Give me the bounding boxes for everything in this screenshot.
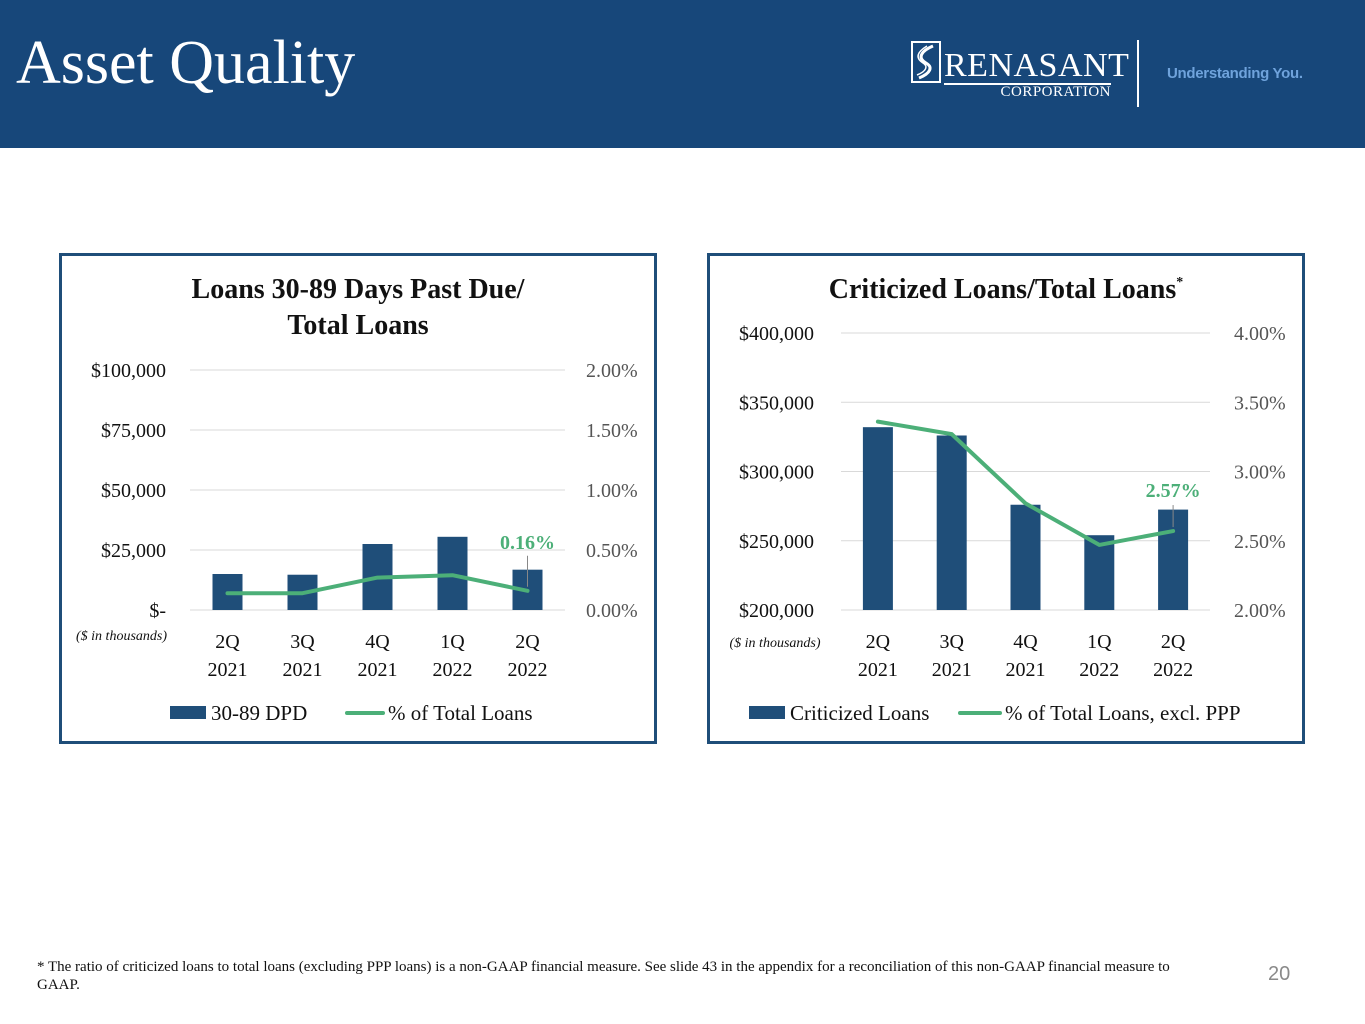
chart-title: Total Loans	[287, 310, 428, 341]
x-tick-label: 3Q	[939, 631, 964, 653]
chart-criticized-loans: Criticized Loans/Total Loans* $200,000 $25…	[730, 274, 1286, 725]
series-line	[875, 419, 1176, 547]
unit-note: ($ in thousands)	[730, 636, 821, 651]
y-left-tick-label: $75,000	[101, 420, 166, 442]
x-tick-label: 3Q	[290, 631, 315, 653]
page-number: 20	[1268, 963, 1291, 985]
title-footnote-marker: *	[1176, 275, 1183, 290]
legend-label: % of Total Loans, excl. PPP	[1005, 701, 1241, 725]
x-tick-label: 2022	[1079, 659, 1119, 681]
y-left-tick-label: $25,000	[101, 540, 166, 562]
renasant-logo-icon	[911, 41, 941, 83]
x-tick-label: 2Q	[215, 631, 240, 653]
y-right-tick-label: 1.50%	[586, 420, 638, 442]
logo-tagline: Understanding You.	[1167, 65, 1303, 82]
bar	[1084, 535, 1115, 610]
y-left-tick-label: $300,000	[739, 462, 814, 484]
chart-panel-past-due: Loans 30-89 Days Past Due/Total Loans $- $…	[59, 253, 657, 744]
series-line	[225, 573, 530, 596]
chart-panel-criticized: Criticized Loans/Total Loans* $200,000 $25…	[707, 253, 1305, 744]
y-right-tick-label: 2.50%	[1234, 531, 1286, 553]
y-left-tick-label: $200,000	[739, 600, 814, 622]
bar	[936, 435, 967, 610]
legend-swatch-bar	[170, 706, 206, 719]
x-tick-label: 2022	[508, 659, 548, 681]
y-right-tick-label: 0.00%	[586, 600, 638, 622]
y-left-tick-label: $400,000	[739, 323, 814, 345]
x-tick-label: 2022	[433, 659, 473, 681]
y-right-tick-label: 3.00%	[1234, 462, 1286, 484]
y-right-tick-label: 1.00%	[586, 480, 638, 502]
logo-rule	[944, 83, 1111, 85]
logo-subtitle: CORPORATION	[1000, 84, 1111, 100]
x-tick-label: 2Q	[515, 631, 540, 653]
chart-title: Criticized Loans/Total Loans*	[829, 274, 1183, 305]
y-right-tick-label: 2.00%	[586, 360, 638, 382]
y-left-tick-label: $100,000	[91, 360, 166, 382]
x-tick-label: 2021	[858, 659, 898, 681]
x-tick-label: 2021	[358, 659, 398, 681]
y-right-tick-label: 2.00%	[1234, 600, 1286, 622]
y-left-tick-label: $350,000	[739, 392, 814, 414]
header-banner: Asset Quality RENASANT CORPORATION Under…	[0, 0, 1365, 148]
data-label: 2.57%	[1146, 480, 1201, 502]
chart-title: Loans 30-89 Days Past Due/	[192, 274, 526, 305]
legend-label: 30-89 DPD	[211, 701, 307, 725]
x-tick-label: 2021	[208, 659, 248, 681]
logo-divider	[1137, 40, 1139, 107]
bar	[1010, 504, 1041, 610]
data-label: 0.16%	[500, 532, 555, 554]
x-tick-label: 1Q	[440, 631, 465, 653]
footnote: * The ratio of criticized loans to total…	[37, 959, 1170, 993]
y-right-tick-label: 4.00%	[1234, 323, 1286, 345]
slide-title: Asset Quality	[16, 29, 356, 97]
unit-note: ($ in thousands)	[76, 629, 167, 644]
y-left-tick-label: $250,000	[739, 531, 814, 553]
bar	[862, 427, 893, 610]
x-tick-label: 4Q	[1013, 631, 1038, 653]
y-left-tick-label: $-	[149, 600, 166, 622]
chart-past-due-loans: Loans 30-89 Days Past Due/Total Loans $- $…	[76, 274, 638, 725]
x-tick-label: 2021	[283, 659, 323, 681]
y-left-tick-label: $50,000	[101, 480, 166, 502]
logo-name: RENASANT	[944, 47, 1130, 84]
x-tick-label: 1Q	[1087, 631, 1112, 653]
x-tick-label: 2022	[1153, 659, 1193, 681]
x-tick-label: 2Q	[1161, 631, 1186, 653]
legend-swatch-bar	[749, 706, 785, 719]
x-tick-label: 2021	[1006, 659, 1046, 681]
legend-label: Criticized Loans	[790, 701, 929, 725]
y-right-tick-label: 0.50%	[586, 540, 638, 562]
x-tick-label: 4Q	[365, 631, 390, 653]
x-tick-label: 2021	[932, 659, 972, 681]
y-right-tick-label: 3.50%	[1234, 392, 1286, 414]
x-tick-label: 2Q	[866, 631, 891, 653]
legend-label: % of Total Loans	[388, 701, 533, 725]
